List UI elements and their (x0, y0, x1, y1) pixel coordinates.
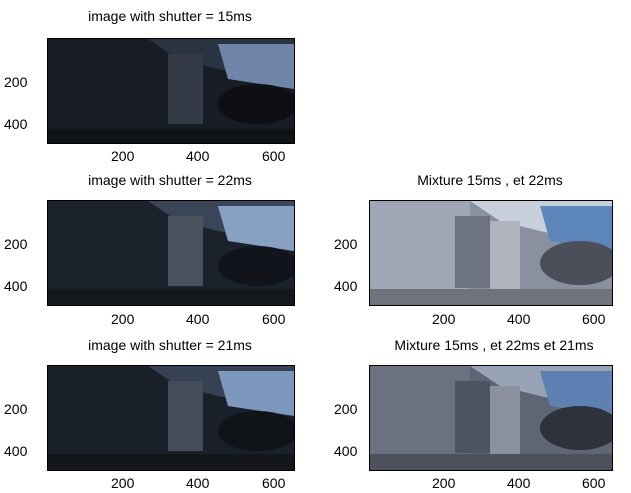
x-tick-label: 600 (582, 311, 606, 327)
x-tick-label: 200 (432, 311, 456, 327)
x-tick-label: 600 (262, 475, 286, 491)
y-tick-label: 400 (334, 278, 358, 294)
y-tick-label: 400 (4, 278, 28, 294)
x-tick-label: 200 (111, 475, 135, 491)
camera-image-15ms (47, 38, 295, 144)
mixture-image-15-22 (369, 200, 613, 306)
x-tick-label: 200 (111, 311, 135, 327)
x-tick-label: 400 (186, 148, 210, 164)
x-tick-label: 400 (507, 311, 531, 327)
mixture-image-15-22-21 (369, 365, 613, 471)
x-tick-label: 200 (432, 475, 456, 491)
y-tick-label: 400 (4, 116, 28, 132)
subplot-title: image with shutter = 15ms (88, 8, 252, 24)
x-tick-label: 600 (262, 148, 286, 164)
y-tick-label: 400 (4, 443, 28, 459)
camera-image-21ms (47, 365, 295, 471)
camera-image-22ms (47, 200, 295, 306)
subplot-title: Mixture 15ms , et 22ms et 21ms (394, 337, 594, 353)
y-tick-label: 400 (334, 443, 358, 459)
x-tick-label: 400 (186, 475, 210, 491)
y-tick-label: 200 (4, 236, 28, 252)
y-tick-label: 200 (334, 236, 358, 252)
x-tick-label: 600 (262, 311, 286, 327)
y-tick-label: 200 (4, 74, 28, 90)
subplot-title: image with shutter = 22ms (88, 172, 252, 188)
x-tick-label: 400 (507, 475, 531, 491)
x-tick-label: 200 (111, 148, 135, 164)
subplot-title: image with shutter = 21ms (88, 337, 252, 353)
subplot-title: Mixture 15ms , et 22ms (417, 172, 563, 188)
x-tick-label: 400 (186, 311, 210, 327)
y-tick-label: 200 (334, 401, 358, 417)
x-tick-label: 600 (582, 475, 606, 491)
y-tick-label: 200 (4, 401, 28, 417)
